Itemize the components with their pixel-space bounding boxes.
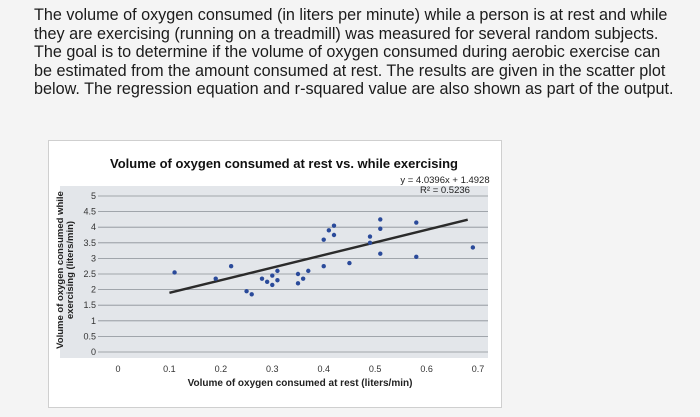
question-text: The volume of oxygen consumed (in liters… (34, 6, 674, 99)
x-tick-label: 0.6 (420, 364, 433, 374)
data-point (213, 276, 218, 281)
y-tick-label: 3 (91, 253, 96, 263)
data-point (172, 270, 177, 275)
data-point (228, 264, 234, 269)
data-point (378, 217, 383, 222)
regression-label: y = 4.0396x + 1.4928 R² = 0.5236 (390, 176, 500, 196)
data-point (270, 282, 275, 288)
data-point (378, 226, 383, 231)
plot-area (60, 186, 488, 358)
data-point (414, 220, 419, 225)
x-tick-label: 0.5 (369, 364, 382, 374)
x-tick-label: 0 (115, 364, 120, 374)
x-axis-label: Volume of oxygen consumed at rest (liter… (187, 378, 413, 389)
chart-title: Volume of oxygen consumed at rest vs. wh… (110, 156, 458, 171)
y-tick-label: 4 (91, 222, 96, 232)
data-point (306, 268, 311, 274)
x-tick-label: 0.2 (215, 364, 228, 374)
x-tick-label: 0.4 (317, 364, 330, 374)
trendline (169, 218, 468, 294)
y-tick-label: 1 (91, 316, 96, 326)
x-tick-label: 0.3 (266, 364, 279, 374)
data-point (326, 228, 332, 233)
data-point (295, 281, 301, 286)
data-point (331, 232, 337, 238)
y-axis-label: Volume of oxygen consumed while exercisi… (55, 170, 76, 370)
data-point (378, 251, 383, 256)
data-point (295, 271, 301, 277)
y-tick-label: 4.5 (83, 207, 96, 217)
data-point (249, 292, 254, 297)
data-point (331, 223, 337, 228)
data-point (367, 234, 373, 239)
data-point (367, 240, 373, 245)
data-point (275, 278, 280, 283)
regression-equation: y = 4.0396x + 1.4928 (400, 175, 490, 186)
data-point (270, 273, 275, 278)
data-point (321, 264, 326, 269)
y-tick-label: 2 (91, 285, 96, 295)
y-tick-label: 3.5 (83, 238, 96, 248)
data-point (264, 279, 270, 284)
y-tick-label: 5 (91, 191, 96, 201)
x-tick-label: 0.7 (472, 364, 485, 374)
y-tick-label: 0.5 (83, 331, 96, 341)
y-tick-label: 1.5 (83, 300, 96, 310)
data-point (275, 268, 280, 274)
y-axis-label-line2: exercising (liters/min) (65, 220, 76, 320)
data-point (414, 254, 419, 260)
data-point (347, 260, 352, 266)
data-point (259, 276, 265, 281)
x-tick-label: 0.1 (163, 364, 176, 374)
data-point (470, 245, 476, 250)
data-point (321, 237, 326, 242)
r-squared-value: R² = 0.5236 (420, 185, 470, 196)
y-tick-label: 2.5 (83, 269, 96, 279)
data-point (300, 276, 306, 281)
data-point (244, 288, 249, 294)
y-tick-label: 0 (91, 347, 96, 357)
